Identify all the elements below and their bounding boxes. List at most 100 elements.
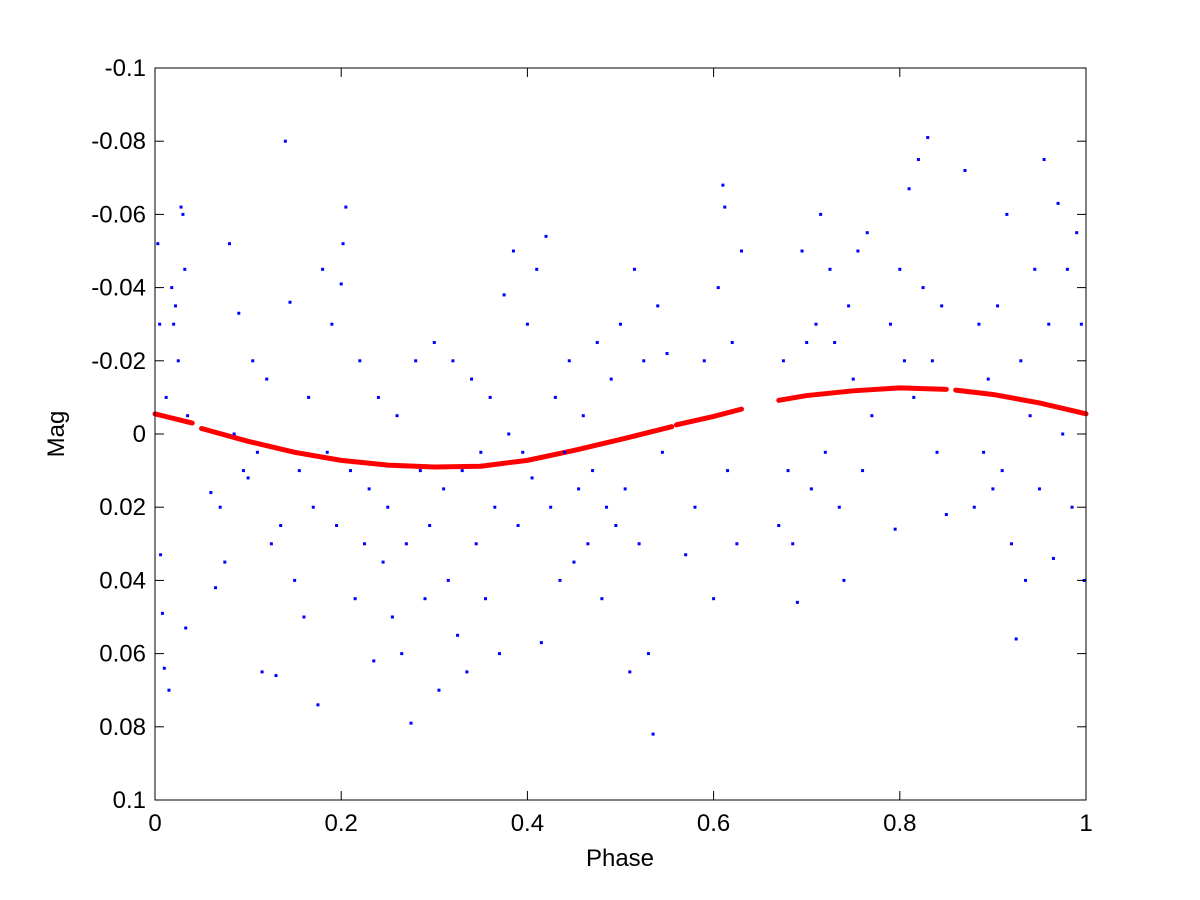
data-point xyxy=(856,249,860,253)
data-point xyxy=(460,469,464,473)
data-point xyxy=(172,322,176,326)
data-point xyxy=(311,505,315,509)
y-tick-label: 0.1 xyxy=(113,787,146,814)
data-point xyxy=(521,450,525,454)
data-point xyxy=(474,542,478,546)
data-point xyxy=(159,553,163,557)
data-point xyxy=(805,341,809,344)
data-point xyxy=(274,674,278,678)
data-point xyxy=(833,341,837,344)
data-point xyxy=(227,242,231,246)
data-point xyxy=(916,158,920,161)
data-point xyxy=(544,234,548,238)
data-point xyxy=(209,491,213,495)
data-points xyxy=(156,136,1086,736)
data-point xyxy=(586,542,590,546)
y-tick-label: 0.02 xyxy=(99,494,146,521)
data-point xyxy=(516,524,520,527)
data-point xyxy=(609,377,613,381)
data-point xyxy=(160,611,164,615)
data-point xyxy=(1033,267,1037,271)
y-tick-label: 0.06 xyxy=(99,641,146,668)
data-point xyxy=(740,249,744,253)
data-point xyxy=(428,524,432,527)
data-point xyxy=(1005,212,1009,216)
data-point xyxy=(665,351,669,355)
data-point xyxy=(418,469,422,473)
data-point xyxy=(362,542,366,546)
data-point xyxy=(1070,505,1074,509)
data-point xyxy=(451,359,455,363)
data-point xyxy=(721,183,725,187)
data-point xyxy=(162,666,166,670)
y-tick-label: -0.04 xyxy=(91,275,146,302)
data-point xyxy=(735,542,739,546)
data-point xyxy=(423,597,427,601)
data-point xyxy=(214,586,218,590)
data-point xyxy=(367,487,371,491)
data-point xyxy=(600,597,604,601)
data-point xyxy=(437,688,441,692)
fit-curve xyxy=(152,385,1089,470)
data-point xyxy=(218,505,222,509)
data-point xyxy=(595,341,599,344)
x-tick-label: 0.2 xyxy=(325,810,358,837)
data-point xyxy=(795,600,799,604)
x-tick-label: 0 xyxy=(148,810,161,837)
data-point xyxy=(279,524,283,527)
fit-segment xyxy=(953,387,1089,417)
data-point xyxy=(344,205,348,209)
y-tick-label: -0.1 xyxy=(105,55,146,82)
x-axis-label: Phase xyxy=(586,845,654,872)
data-point xyxy=(632,267,636,271)
data-point xyxy=(730,341,734,344)
data-point xyxy=(1042,158,1046,161)
data-point xyxy=(823,450,827,454)
y-axis: -0.1 -0.08 -0.06 -0.04 -0.02 0 0.02 0.04 0.06 0.0… xyxy=(91,55,1086,814)
data-point xyxy=(851,377,855,381)
data-point xyxy=(563,450,567,454)
data-point xyxy=(283,139,287,143)
data-point xyxy=(996,304,1000,308)
data-point xyxy=(535,267,539,271)
x-axis: 0 0.2 0.4 0.6 0.8 1 xyxy=(148,68,1093,837)
data-point xyxy=(339,282,343,286)
data-point xyxy=(1061,432,1065,436)
data-point xyxy=(637,542,641,546)
data-point xyxy=(321,267,325,271)
data-point xyxy=(255,450,259,454)
data-point xyxy=(977,322,981,326)
data-point xyxy=(1037,487,1041,491)
data-point xyxy=(484,597,488,601)
data-point xyxy=(158,322,162,326)
data-point xyxy=(935,450,939,454)
data-point xyxy=(972,505,976,509)
fit-segment xyxy=(776,385,949,403)
y-tick-label: -0.02 xyxy=(91,348,146,375)
data-point xyxy=(581,414,585,418)
y-tick-label: 0 xyxy=(133,421,146,448)
data-point xyxy=(502,293,506,297)
data-point xyxy=(982,450,986,454)
data-point xyxy=(325,450,329,454)
data-point xyxy=(1079,322,1083,326)
data-point xyxy=(1075,231,1079,235)
data-point xyxy=(893,527,897,531)
data-point xyxy=(902,359,906,363)
data-point xyxy=(409,721,413,725)
x-tick-label: 0.8 xyxy=(883,810,916,837)
data-point xyxy=(781,359,785,363)
fit-segment xyxy=(152,411,195,426)
data-point xyxy=(302,615,306,619)
y-tick-label: -0.06 xyxy=(91,201,146,228)
data-point xyxy=(567,359,571,363)
data-point xyxy=(465,670,469,674)
fit-segment xyxy=(199,424,675,470)
data-point xyxy=(1065,267,1069,271)
data-point xyxy=(341,242,345,246)
data-point xyxy=(716,286,720,290)
data-point xyxy=(358,359,362,363)
data-point xyxy=(186,414,190,418)
y-axis-label: Mag xyxy=(43,411,70,458)
